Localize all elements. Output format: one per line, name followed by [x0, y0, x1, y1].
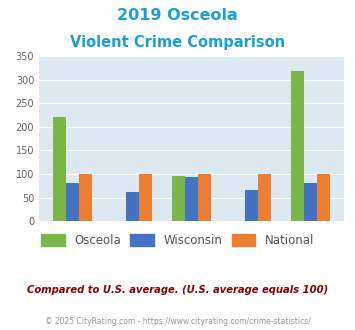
Bar — [126, 192, 139, 221]
Text: Compared to U.S. average. (U.S. average equals 100): Compared to U.S. average. (U.S. average … — [27, 285, 328, 295]
Legend: Osceola, Wisconsin, National: Osceola, Wisconsin, National — [36, 229, 319, 251]
Text: © 2025 CityRating.com - https://www.cityrating.com/crime-statistics/: © 2025 CityRating.com - https://www.city… — [45, 317, 310, 326]
Bar — [317, 174, 331, 221]
Bar — [185, 177, 198, 221]
Bar — [304, 183, 317, 221]
Bar — [139, 174, 152, 221]
Bar — [172, 176, 185, 221]
Bar — [53, 117, 66, 221]
Text: 2019 Osceola: 2019 Osceola — [117, 8, 238, 23]
Text: Violent Crime Comparison: Violent Crime Comparison — [70, 35, 285, 50]
Bar — [258, 174, 271, 221]
Bar — [291, 71, 304, 221]
Bar — [79, 174, 92, 221]
Bar — [245, 190, 258, 221]
Bar — [66, 183, 79, 221]
Bar — [198, 174, 211, 221]
